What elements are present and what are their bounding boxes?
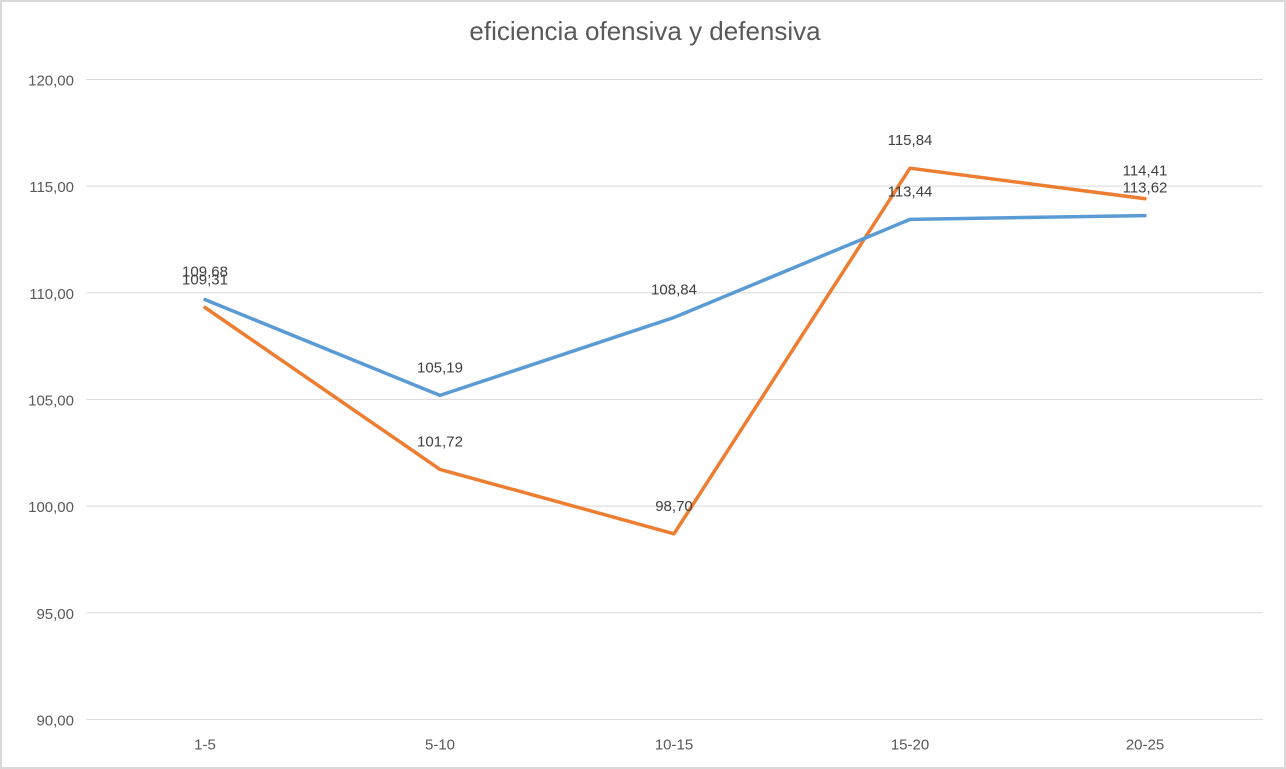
- svg-text:115,84: 115,84: [888, 132, 933, 149]
- svg-text:20-25: 20-25: [1126, 736, 1164, 753]
- svg-text:5-10: 5-10: [425, 736, 455, 753]
- svg-text:95,00: 95,00: [36, 606, 74, 623]
- svg-text:105,00: 105,00: [28, 392, 74, 409]
- svg-text:114,41: 114,41: [1123, 163, 1168, 180]
- svg-text:113,62: 113,62: [1123, 180, 1168, 197]
- svg-text:109,31: 109,31: [182, 272, 228, 289]
- svg-text:101,72: 101,72: [417, 433, 463, 450]
- svg-text:108,84: 108,84: [651, 282, 697, 299]
- svg-text:1-5: 1-5: [194, 736, 216, 753]
- svg-text:98,70: 98,70: [655, 498, 693, 515]
- svg-text:110,00: 110,00: [29, 286, 74, 303]
- svg-text:15-20: 15-20: [891, 736, 929, 753]
- svg-text:113,44: 113,44: [888, 183, 933, 200]
- svg-text:105,19: 105,19: [417, 359, 463, 376]
- svg-text:115,00: 115,00: [29, 179, 74, 196]
- svg-text:10-15: 10-15: [655, 736, 693, 753]
- svg-text:90,00: 90,00: [36, 712, 74, 729]
- svg-text:100,00: 100,00: [28, 499, 74, 516]
- svg-text:120,00: 120,00: [28, 73, 74, 90]
